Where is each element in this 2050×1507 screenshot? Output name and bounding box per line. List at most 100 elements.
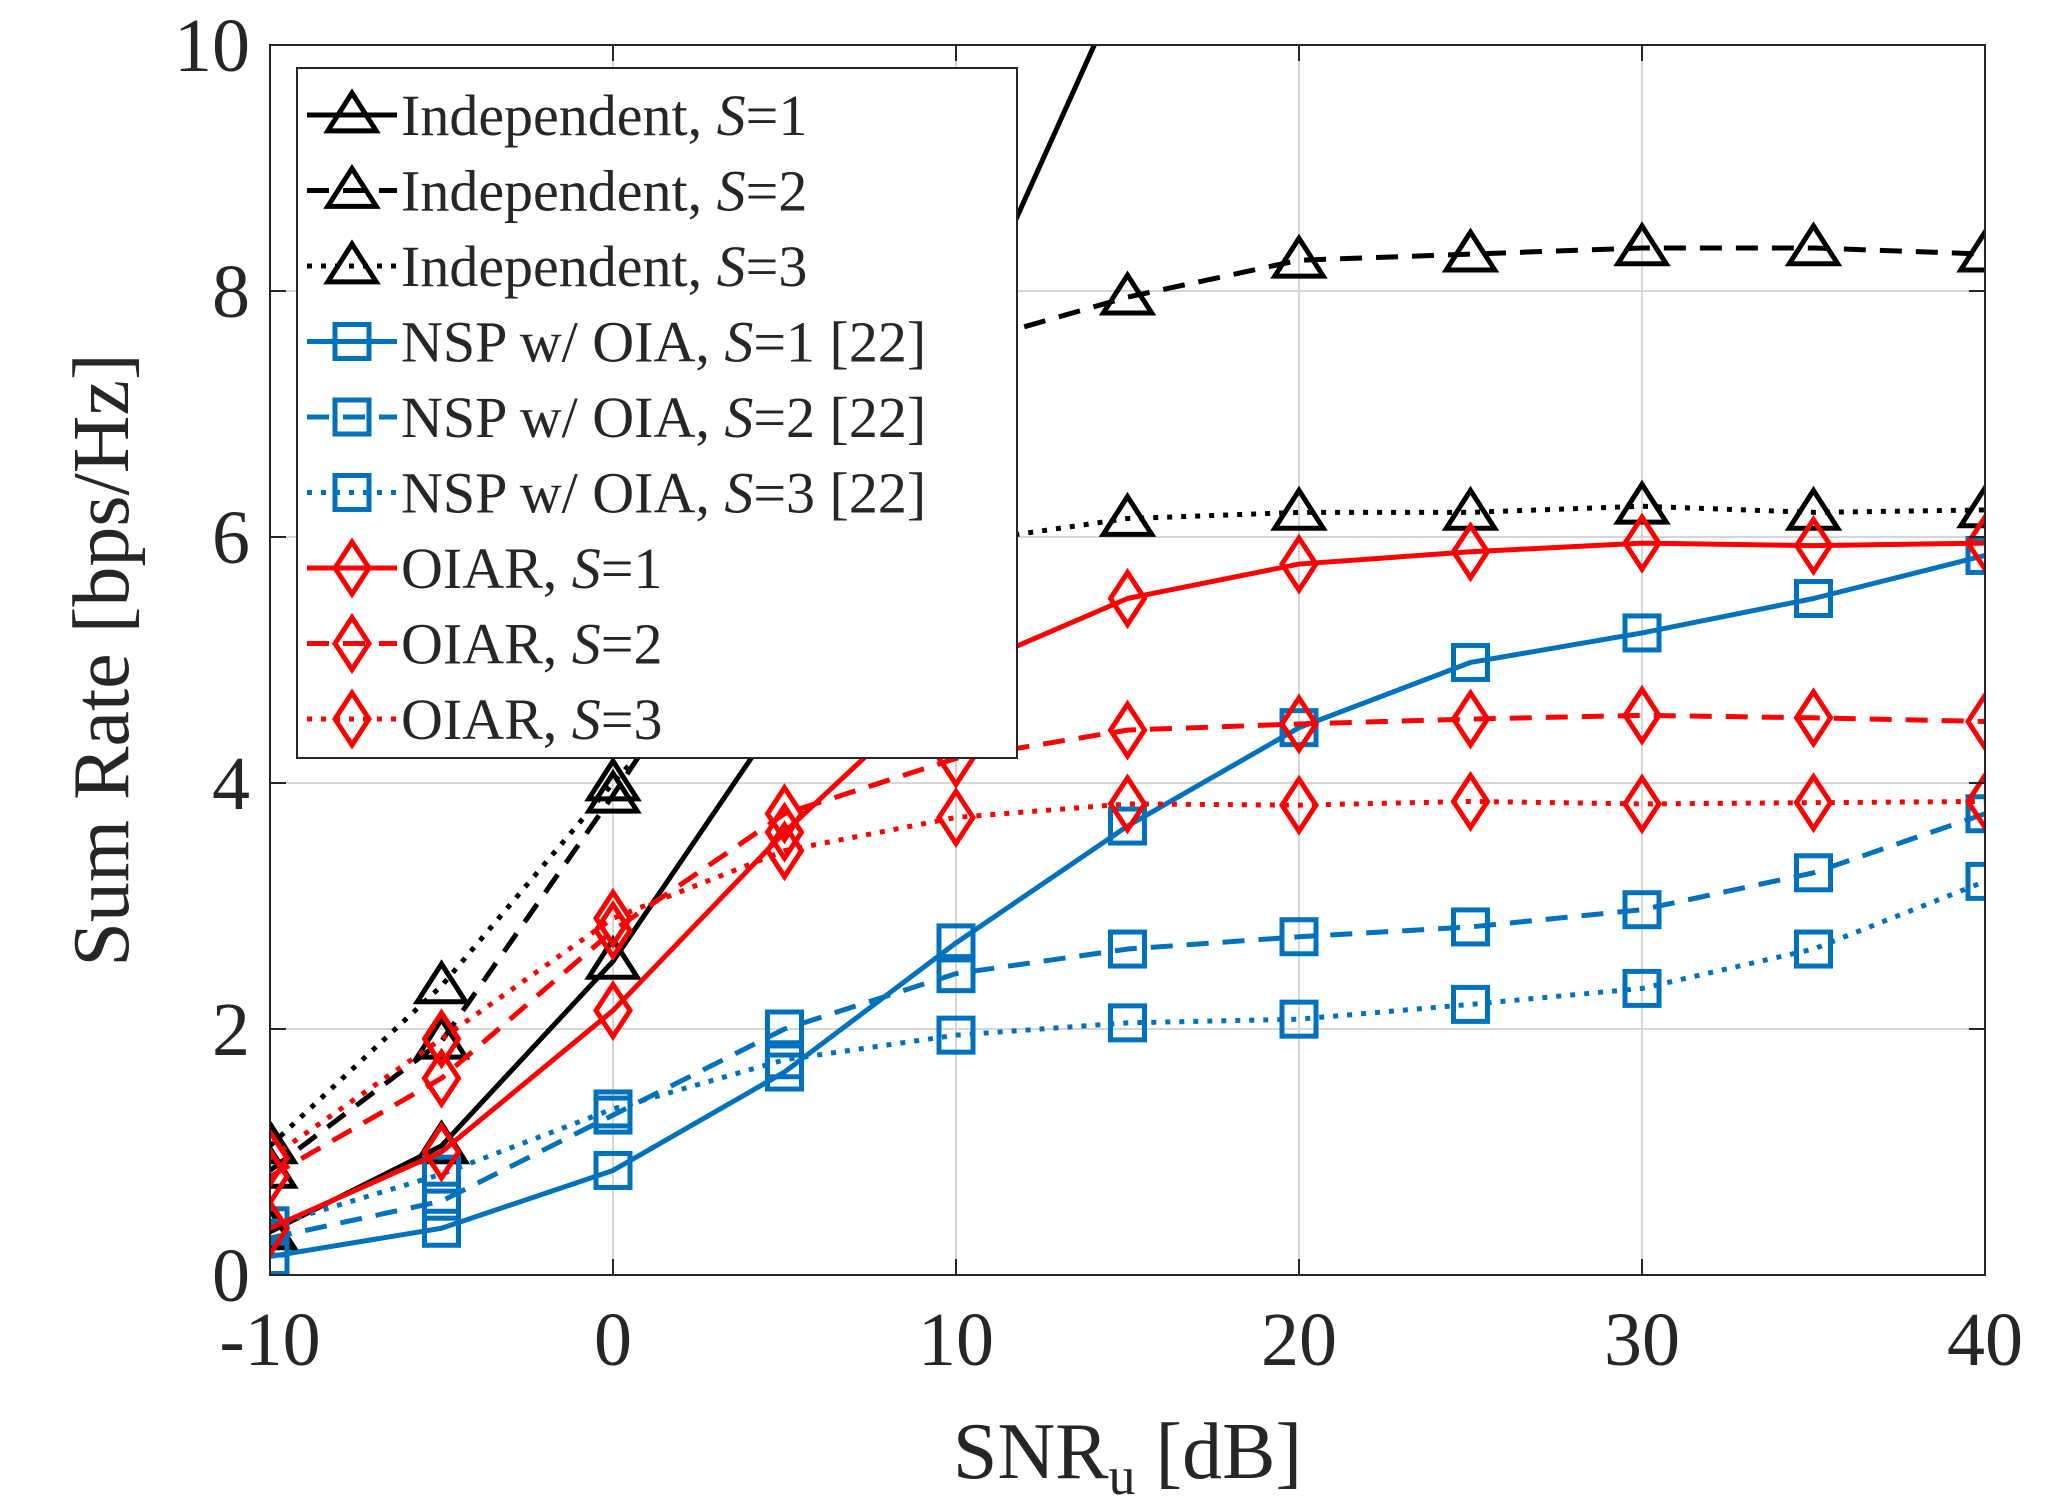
legend-marker xyxy=(323,88,381,134)
data-point-marker xyxy=(1098,270,1157,316)
legend-entry: NSP w/ OIA, S=1 [22] xyxy=(307,310,926,375)
data-point-marker xyxy=(1450,688,1491,750)
legend-marker xyxy=(332,397,372,437)
legend-marker xyxy=(332,473,372,512)
legend-marker xyxy=(323,239,381,285)
x-axis-label-main: SNR xyxy=(953,1408,1109,1496)
data-point-marker xyxy=(1441,227,1500,273)
data-point-marker xyxy=(1279,999,1319,1039)
data-point-marker xyxy=(593,1150,633,1190)
data-point-marker xyxy=(1450,770,1491,833)
series-9 xyxy=(270,770,1985,1189)
legend-marker xyxy=(332,612,372,675)
data-point-marker xyxy=(412,959,471,1005)
legend-entry: OIAR, S=2 xyxy=(307,612,663,677)
data-point-marker xyxy=(1793,515,1834,577)
data-point-marker xyxy=(1622,968,1662,1008)
x-tick-label: 10 xyxy=(918,1298,994,1382)
data-point-marker xyxy=(1965,512,1985,574)
data-point-marker xyxy=(1965,794,1985,834)
legend-label: OIAR, S=1 xyxy=(401,536,663,601)
x-tick-label: 30 xyxy=(1604,1298,1680,1382)
data-point-marker xyxy=(765,1040,804,1080)
data-point-marker xyxy=(270,1197,290,1259)
data-point-marker xyxy=(936,1015,976,1055)
data-point-marker xyxy=(1270,233,1328,279)
series-line xyxy=(270,540,1985,1231)
legend-label: Independent, S=1 xyxy=(401,83,807,148)
data-point-marker xyxy=(1784,485,1843,531)
legend-marker xyxy=(323,163,381,209)
data-point-marker xyxy=(1451,642,1490,682)
legend-entry: NSP w/ OIA, S=2 [22] xyxy=(307,385,926,450)
data-point-marker xyxy=(764,820,805,882)
x-axis-label-unit: [dB] xyxy=(1135,1408,1302,1496)
legend-marker xyxy=(332,688,372,750)
x-tick-label: -10 xyxy=(219,1298,320,1382)
data-point-marker xyxy=(421,1121,462,1183)
data-point-marker xyxy=(1279,917,1319,957)
data-point-marker xyxy=(1793,687,1834,749)
y-tick-label: 10 xyxy=(174,4,250,88)
legend-entry: Independent, S=2 xyxy=(307,159,807,224)
data-point-marker xyxy=(1613,221,1671,267)
legend-entry: OIAR, S=1 xyxy=(307,536,663,601)
data-point-marker xyxy=(421,1047,462,1109)
data-point-marker xyxy=(584,934,642,980)
series-line xyxy=(270,879,1985,1229)
y-tick-label: 8 xyxy=(212,250,250,334)
data-point-marker xyxy=(1108,1003,1147,1043)
y-axis-label: Sum Rate [bps/Hz] xyxy=(58,353,146,966)
legend-label: OIAR, S=3 xyxy=(401,687,663,752)
legend-entry: Independent, S=1 xyxy=(307,83,807,148)
series-line xyxy=(270,712,1985,1179)
data-point-marker xyxy=(1107,773,1148,835)
data-point-marker xyxy=(1622,512,1662,574)
series-8 xyxy=(270,684,1985,1208)
data-point-marker xyxy=(1279,693,1319,755)
x-axis-label: SNRu [dB] xyxy=(953,1408,1302,1502)
data-point-marker xyxy=(422,1208,461,1248)
data-point-marker xyxy=(1279,774,1319,836)
legend-label: Independent, S=3 xyxy=(401,234,807,299)
legend-label: Independent, S=2 xyxy=(401,159,807,224)
legend-label: NSP w/ OIA, S=1 [22] xyxy=(401,310,926,375)
data-point-marker xyxy=(765,1009,804,1049)
data-point-marker xyxy=(1270,485,1328,531)
legend: Independent, S=1 Independent, S=2 Independ… xyxy=(296,67,1018,759)
data-point-marker xyxy=(1108,929,1147,969)
x-tick-label: 40 xyxy=(1947,1298,2023,1382)
data-point-marker xyxy=(1108,806,1147,846)
data-point-marker xyxy=(936,954,976,994)
data-point-marker xyxy=(1451,984,1490,1024)
data-point-marker xyxy=(1794,853,1833,893)
data-point-marker xyxy=(1451,907,1490,947)
plot-frame xyxy=(269,44,1986,1276)
data-point-marker xyxy=(1098,491,1157,537)
data-point-marker xyxy=(1965,861,1985,901)
data-point-marker xyxy=(593,900,633,962)
data-point-marker xyxy=(1956,483,1985,529)
legend-label: NSP w/ OIA, S=2 [22] xyxy=(401,385,926,450)
y-tick-label: 0 xyxy=(212,1234,250,1318)
data-point-marker xyxy=(1965,690,1985,753)
data-point-marker xyxy=(1622,684,1662,746)
data-point-marker xyxy=(1956,227,1985,273)
x-axis-label-subscript: u xyxy=(1108,1446,1135,1502)
data-point-marker xyxy=(764,783,805,845)
data-point-marker xyxy=(422,1154,461,1194)
series-line xyxy=(270,811,1985,1241)
x-tick-label: 20 xyxy=(1261,1298,1337,1382)
data-point-marker xyxy=(936,786,976,849)
series-line xyxy=(270,245,1985,1173)
data-point-marker xyxy=(1279,533,1319,595)
legend-entry: Independent, S=3 xyxy=(307,234,807,299)
data-point-marker xyxy=(1793,772,1834,834)
legend-marker xyxy=(332,537,372,599)
data-point-marker xyxy=(1965,535,1985,575)
data-point-marker xyxy=(1107,699,1148,761)
data-point-marker xyxy=(593,887,633,949)
data-point-marker xyxy=(584,768,642,814)
